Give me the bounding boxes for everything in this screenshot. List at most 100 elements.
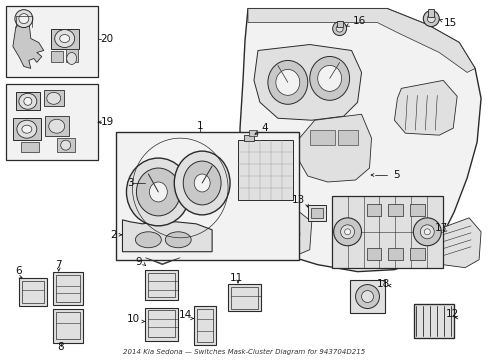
Circle shape	[335, 25, 343, 32]
Text: 16: 16	[352, 15, 365, 26]
Bar	[6, 6, 98, 77]
Polygon shape	[145, 258, 180, 265]
Ellipse shape	[49, 119, 64, 133]
Polygon shape	[122, 220, 212, 252]
Bar	[53, 310, 82, 343]
Ellipse shape	[149, 182, 167, 202]
Circle shape	[412, 218, 440, 246]
Bar	[21, 142, 39, 152]
Ellipse shape	[309, 57, 349, 100]
Text: 5: 5	[393, 170, 399, 180]
Bar	[307, 205, 325, 221]
Ellipse shape	[267, 60, 307, 104]
Polygon shape	[13, 21, 44, 68]
Ellipse shape	[275, 69, 299, 95]
Bar	[336, 21, 342, 27]
Text: 10: 10	[127, 314, 140, 324]
Circle shape	[332, 22, 346, 36]
Bar	[244, 135, 253, 141]
Ellipse shape	[55, 30, 75, 48]
Bar	[413, 303, 453, 338]
Ellipse shape	[266, 225, 288, 243]
Ellipse shape	[66, 53, 77, 64]
Ellipse shape	[126, 158, 190, 226]
Bar	[409, 204, 425, 216]
Text: 6: 6	[15, 266, 21, 276]
Text: 1: 1	[197, 121, 203, 131]
Bar	[53, 272, 82, 305]
Bar	[310, 208, 322, 218]
Bar	[247, 188, 289, 213]
Bar	[366, 204, 381, 216]
Text: 2014 Kia Sedona — Switches Mask-Cluster Diagram for 943704D215: 2014 Kia Sedona — Switches Mask-Cluster …	[122, 349, 365, 355]
Bar	[19, 278, 47, 306]
Bar	[13, 118, 41, 140]
Bar	[116, 132, 298, 260]
Text: 9: 9	[136, 257, 142, 267]
Ellipse shape	[61, 140, 71, 150]
Bar	[22, 280, 44, 302]
Bar	[51, 28, 79, 49]
Bar	[309, 130, 334, 145]
Text: 20: 20	[101, 33, 113, 44]
Ellipse shape	[194, 174, 210, 192]
Text: 8: 8	[57, 342, 64, 352]
Circle shape	[333, 218, 361, 246]
Bar	[148, 310, 175, 337]
Text: 7: 7	[55, 260, 61, 270]
Circle shape	[423, 11, 438, 27]
Bar	[230, 287, 258, 309]
Text: 14: 14	[179, 310, 192, 320]
Polygon shape	[247, 9, 474, 72]
Bar	[366, 248, 381, 260]
Text: 11: 11	[229, 273, 243, 283]
Circle shape	[355, 285, 379, 309]
Bar	[413, 303, 453, 338]
Bar	[331, 196, 442, 268]
Circle shape	[361, 291, 373, 302]
Text: 13: 13	[291, 195, 304, 205]
Ellipse shape	[17, 120, 37, 138]
Circle shape	[420, 225, 433, 239]
Polygon shape	[421, 218, 480, 268]
Ellipse shape	[135, 232, 161, 248]
Bar	[427, 9, 433, 17]
Bar	[6, 84, 98, 160]
Ellipse shape	[255, 216, 299, 252]
Text: 18: 18	[376, 279, 389, 289]
Bar	[45, 116, 68, 136]
Circle shape	[340, 225, 354, 239]
Bar	[337, 130, 357, 145]
Bar	[227, 284, 261, 311]
Bar	[51, 50, 62, 62]
Bar	[56, 312, 80, 339]
Circle shape	[15, 10, 33, 28]
Ellipse shape	[22, 125, 32, 133]
Ellipse shape	[47, 92, 61, 104]
Bar	[349, 280, 385, 314]
Bar	[197, 309, 213, 342]
Bar	[255, 132, 293, 150]
Ellipse shape	[19, 93, 37, 109]
Ellipse shape	[183, 161, 221, 205]
Bar	[148, 273, 175, 297]
Text: 12: 12	[445, 310, 458, 319]
Bar	[247, 220, 289, 242]
Bar	[57, 138, 75, 152]
Polygon shape	[240, 9, 480, 272]
Text: 4: 4	[262, 123, 268, 133]
Bar	[409, 248, 425, 260]
Circle shape	[427, 15, 434, 23]
Circle shape	[344, 229, 350, 235]
Text: 15: 15	[443, 18, 457, 28]
Polygon shape	[240, 206, 311, 260]
Polygon shape	[394, 80, 456, 135]
Ellipse shape	[174, 151, 229, 215]
Circle shape	[19, 14, 29, 24]
Polygon shape	[253, 45, 361, 120]
Ellipse shape	[136, 168, 180, 216]
Bar	[145, 307, 178, 341]
Circle shape	[424, 229, 429, 235]
Bar	[194, 306, 216, 345]
Circle shape	[24, 97, 32, 105]
